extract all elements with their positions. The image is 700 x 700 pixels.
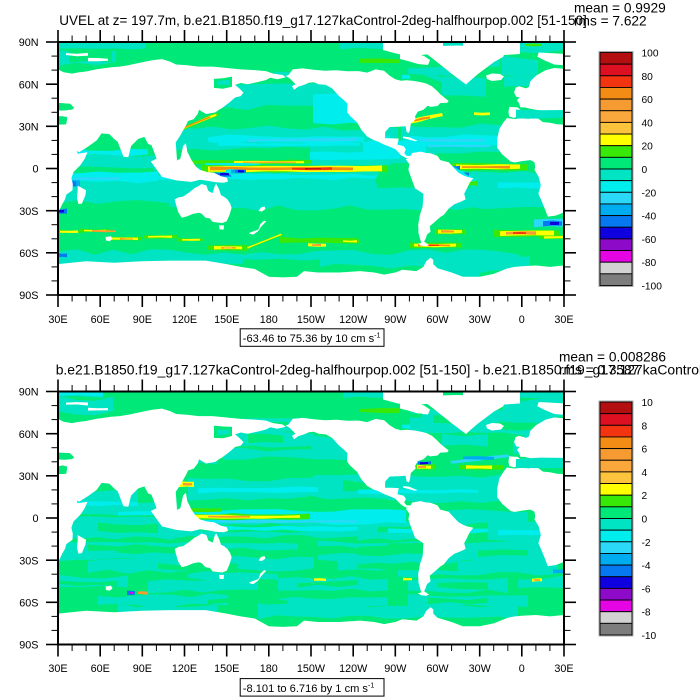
svg-text:10: 10 xyxy=(642,398,654,409)
svg-text:2: 2 xyxy=(642,491,648,502)
svg-text:120E: 120E xyxy=(172,663,197,675)
svg-text:0: 0 xyxy=(642,165,648,176)
svg-text:b.e21.B1850.f19_g17.127kaContr: b.e21.B1850.f19_g17.127kaControl-2deg-ha… xyxy=(56,362,700,378)
svg-text:120E: 120E xyxy=(172,314,197,326)
svg-text:60E: 60E xyxy=(91,314,110,326)
svg-text:30S: 30S xyxy=(19,555,38,567)
svg-text:0: 0 xyxy=(32,513,38,525)
svg-text:80: 80 xyxy=(642,72,654,83)
svg-text:30N: 30N xyxy=(19,122,39,134)
svg-text:90E: 90E xyxy=(133,663,152,675)
svg-text:-8: -8 xyxy=(642,608,651,619)
svg-text:90W: 90W xyxy=(384,314,407,326)
svg-text:100: 100 xyxy=(642,49,659,60)
svg-text:-80: -80 xyxy=(642,258,657,269)
svg-text:30E: 30E xyxy=(48,663,67,675)
svg-text:90W: 90W xyxy=(384,663,407,675)
svg-text:30W: 30W xyxy=(469,314,492,326)
svg-text:30N: 30N xyxy=(19,471,39,483)
svg-text:-100: -100 xyxy=(642,282,663,293)
svg-text:20: 20 xyxy=(642,142,654,153)
svg-text:0: 0 xyxy=(519,314,525,326)
svg-text:-20: -20 xyxy=(642,188,657,199)
svg-text:150W: 150W xyxy=(297,663,326,675)
svg-text:UVEL at z= 197.7m, b.e21.B1850: UVEL at z= 197.7m, b.e21.B1850.f19_g17.1… xyxy=(59,13,587,28)
svg-text:90N: 90N xyxy=(19,387,39,399)
svg-text:150E: 150E xyxy=(214,314,239,326)
svg-text:rms = 7.622: rms = 7.622 xyxy=(574,14,647,29)
svg-text:-10: -10 xyxy=(642,631,657,642)
svg-text:60W: 60W xyxy=(426,314,449,326)
svg-text:30W: 30W xyxy=(469,663,492,675)
svg-text:180: 180 xyxy=(260,663,278,675)
svg-text:rms = 0.3587: rms = 0.3587 xyxy=(559,363,639,378)
svg-text:-8.101 to 6.716 by 1 cm s-1: -8.101 to 6.716 by 1 cm s-1 xyxy=(243,680,375,695)
svg-text:4: 4 xyxy=(642,468,648,479)
svg-text:-2: -2 xyxy=(642,538,651,549)
svg-text:30E: 30E xyxy=(48,314,67,326)
svg-text:40: 40 xyxy=(642,118,654,129)
svg-text:-63.46 to 75.36 by 10 cm s-1: -63.46 to 75.36 by 10 cm s-1 xyxy=(243,331,381,346)
svg-text:6: 6 xyxy=(642,445,648,456)
svg-text:180: 180 xyxy=(260,314,278,326)
svg-text:30E: 30E xyxy=(554,314,573,326)
svg-text:90N: 90N xyxy=(19,37,39,49)
svg-text:60S: 60S xyxy=(19,248,38,260)
svg-text:60W: 60W xyxy=(426,663,449,675)
svg-text:0: 0 xyxy=(519,663,525,675)
svg-text:0: 0 xyxy=(32,164,38,176)
svg-text:60E: 60E xyxy=(91,663,110,675)
svg-text:mean = 0.9929: mean = 0.9929 xyxy=(574,1,666,16)
svg-text:8: 8 xyxy=(642,421,648,432)
svg-text:60N: 60N xyxy=(19,79,39,91)
svg-text:-4: -4 xyxy=(642,561,651,572)
svg-text:0: 0 xyxy=(642,515,648,526)
svg-text:150W: 150W xyxy=(297,314,326,326)
svg-text:90S: 90S xyxy=(19,640,38,652)
svg-text:60S: 60S xyxy=(19,598,38,610)
svg-text:60: 60 xyxy=(642,95,654,106)
svg-text:30E: 30E xyxy=(554,663,573,675)
svg-text:-60: -60 xyxy=(642,235,657,246)
svg-text:120W: 120W xyxy=(339,314,368,326)
svg-text:60N: 60N xyxy=(19,429,39,441)
svg-text:-6: -6 xyxy=(642,584,651,595)
svg-text:mean = 0.008286: mean = 0.008286 xyxy=(559,350,666,365)
svg-text:120W: 120W xyxy=(339,663,368,675)
svg-text:90E: 90E xyxy=(133,314,152,326)
svg-text:-40: -40 xyxy=(642,212,657,223)
svg-text:90S: 90S xyxy=(19,290,38,302)
svg-text:30S: 30S xyxy=(19,206,38,218)
svg-text:150E: 150E xyxy=(214,663,239,675)
